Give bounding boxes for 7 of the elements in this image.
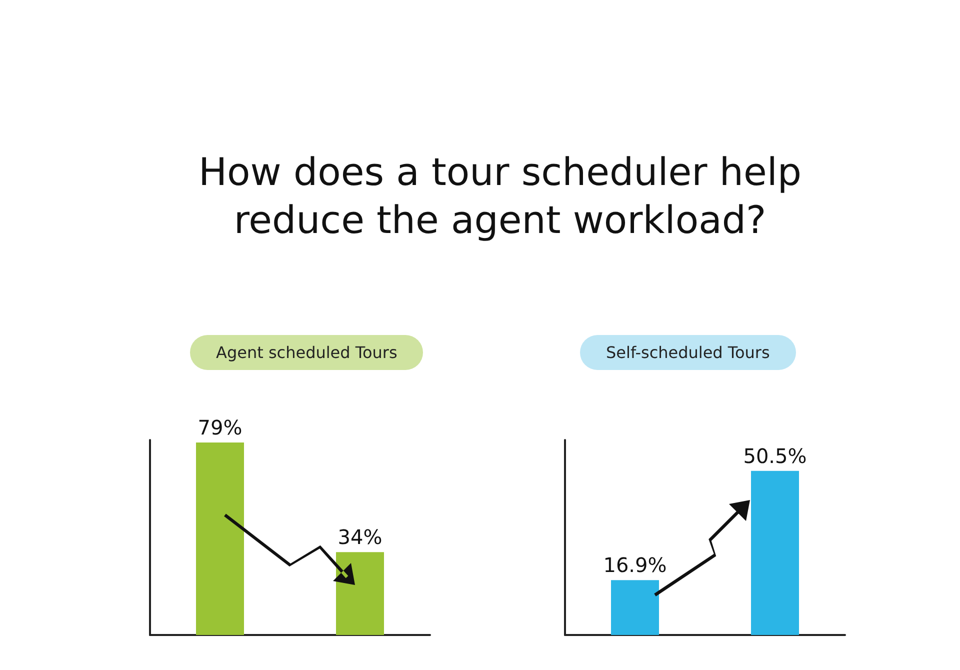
- chart-title: How does a tour scheduler help reduce the agent workload?: [197, 149, 803, 244]
- data-label: 50.5%: [743, 444, 807, 468]
- chart-subtitle: Agent scheduled Tours: [190, 335, 424, 370]
- data-label: 34%: [338, 525, 382, 550]
- data-label: 16.9%: [603, 553, 667, 578]
- chart-subtitle: Self-scheduled Tours: [580, 335, 796, 370]
- data-label: 79%: [198, 415, 242, 440]
